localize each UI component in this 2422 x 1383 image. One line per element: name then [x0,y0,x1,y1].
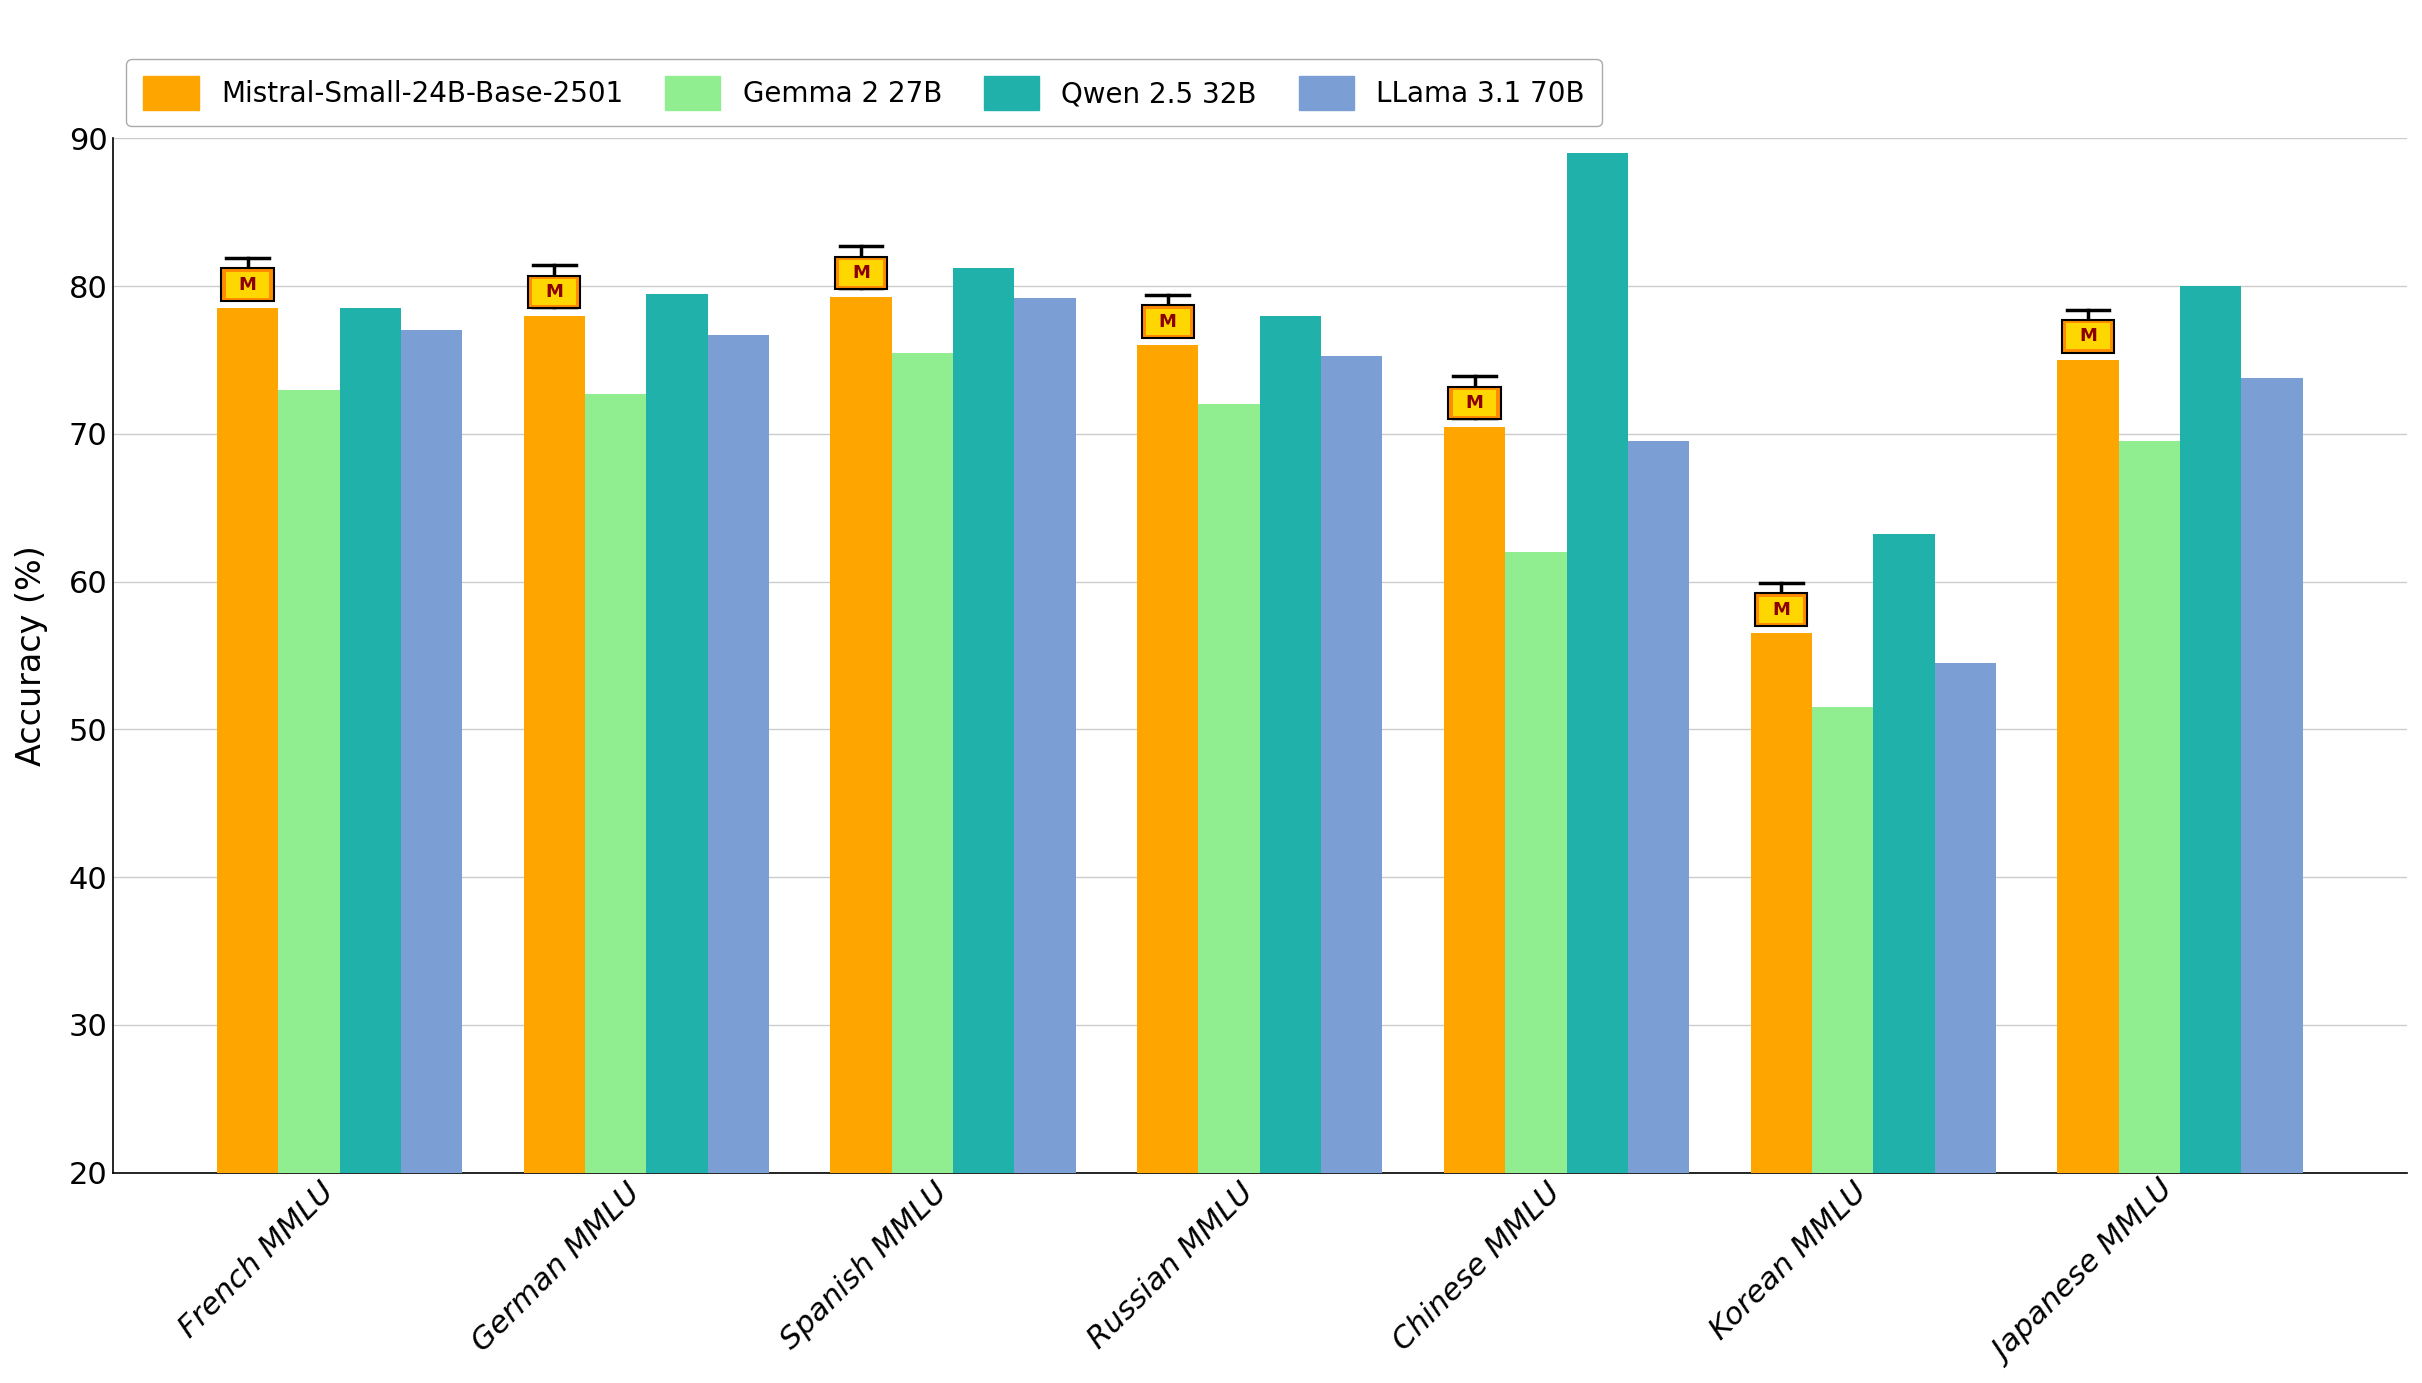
Bar [891,353,952,1173]
Bar [1320,355,1383,1173]
Bar [1567,154,1628,1173]
Bar [1935,662,1996,1173]
Bar [586,394,647,1173]
Bar [279,390,339,1173]
Bar [1015,297,1075,1173]
Text: M: M [240,275,257,293]
Bar [2180,286,2240,1173]
Bar [2056,360,2119,1173]
Bar [1751,633,1812,1173]
Bar [1259,315,1320,1173]
Bar [402,331,463,1173]
Bar [523,315,586,1173]
Text: M: M [853,264,869,282]
FancyBboxPatch shape [220,268,274,301]
Text: M: M [1158,313,1177,331]
Text: M: M [1465,394,1482,412]
FancyBboxPatch shape [2066,324,2110,350]
FancyBboxPatch shape [528,275,581,308]
Text: M: M [1773,600,1790,618]
Bar [2119,441,2180,1173]
Bar [1812,707,1872,1173]
Bar [647,293,707,1173]
FancyBboxPatch shape [1758,596,1802,622]
Bar [1136,346,1199,1173]
FancyBboxPatch shape [1453,390,1497,416]
Bar [1199,404,1259,1173]
Bar [1872,534,1935,1173]
Legend: Mistral-Small-24B-Base-2501, Gemma 2 27B, Qwen 2.5 32B, LLama 3.1 70B: Mistral-Small-24B-Base-2501, Gemma 2 27B… [126,59,1601,126]
FancyBboxPatch shape [225,271,269,297]
Bar [218,308,279,1173]
FancyBboxPatch shape [1448,387,1502,419]
FancyBboxPatch shape [838,260,884,286]
Bar [831,296,891,1173]
Bar [1444,426,1504,1173]
Bar [952,268,1015,1173]
FancyBboxPatch shape [2061,319,2114,353]
Bar [339,308,402,1173]
Bar [1628,441,1688,1173]
FancyBboxPatch shape [1141,306,1194,337]
FancyBboxPatch shape [1146,308,1189,335]
FancyBboxPatch shape [533,279,576,306]
Y-axis label: Accuracy (%): Accuracy (%) [15,545,48,766]
Bar [1504,552,1567,1173]
Bar [2240,378,2303,1173]
Text: M: M [2078,328,2097,346]
Text: M: M [545,284,564,301]
Bar [707,335,770,1173]
FancyBboxPatch shape [1756,593,1807,626]
FancyBboxPatch shape [836,257,886,289]
